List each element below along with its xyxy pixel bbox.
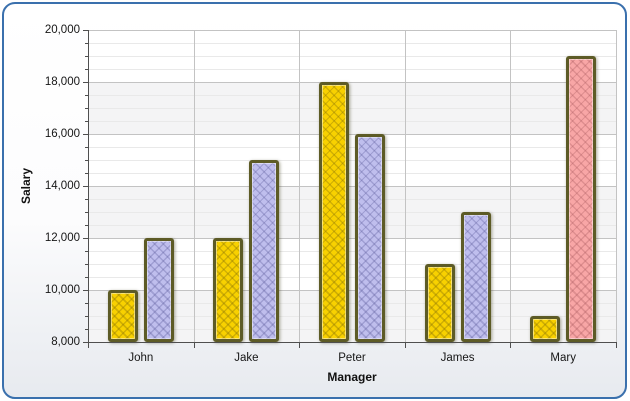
y-tick-label: 8,000	[51, 336, 80, 348]
bar-jake-s2[interactable]	[249, 160, 279, 342]
y-tick-label: 16,000	[44, 128, 80, 140]
y-minor-tick	[85, 56, 88, 57]
minor-gridline	[88, 108, 616, 109]
y-axis-line	[88, 30, 89, 343]
category-gridline	[193, 30, 195, 342]
y-minor-tick	[85, 329, 88, 330]
y-tick-label: 12,000	[44, 232, 80, 244]
category-label-james: James	[440, 352, 475, 364]
major-gridline	[88, 186, 616, 187]
y-minor-tick	[85, 264, 88, 265]
y-minor-tick	[85, 69, 88, 70]
bar-peter-s1[interactable]	[319, 82, 349, 342]
y-major-tick	[83, 290, 88, 291]
y-tick-label: 14,000	[44, 180, 80, 192]
x-tick	[88, 343, 89, 348]
x-tick	[510, 343, 512, 348]
category-gridline	[404, 30, 406, 342]
category-label-mary: Mary	[550, 352, 576, 364]
bar-james-s1[interactable]	[425, 264, 455, 342]
y-major-tick	[83, 30, 88, 31]
minor-gridline	[88, 43, 616, 44]
minor-gridline	[88, 121, 616, 122]
minor-gridline	[88, 303, 616, 304]
minor-gridline	[88, 264, 616, 265]
y-minor-tick	[85, 160, 88, 161]
minor-gridline	[88, 251, 616, 252]
bar-mary-s2[interactable]	[566, 56, 596, 342]
major-gridline	[88, 30, 616, 31]
major-gridline	[88, 134, 616, 135]
y-minor-tick	[85, 251, 88, 252]
minor-gridline	[88, 69, 616, 70]
y-minor-tick	[85, 173, 88, 174]
y-minor-tick	[85, 147, 88, 148]
y-tick-label: 20,000	[44, 24, 80, 36]
y-major-tick	[83, 186, 88, 187]
minor-gridline	[88, 199, 616, 200]
plot-area	[88, 30, 617, 342]
y-major-tick	[83, 238, 88, 239]
minor-gridline	[88, 212, 616, 213]
category-label-peter: Peter	[338, 352, 366, 364]
category-label-john: John	[128, 352, 154, 364]
minor-gridline	[88, 173, 616, 174]
y-minor-tick	[85, 108, 88, 109]
bar-jake-s1[interactable]	[213, 238, 243, 342]
bar-john-s2[interactable]	[144, 238, 174, 342]
bar-john-s1[interactable]	[108, 290, 138, 342]
bar-mary-s1[interactable]	[530, 316, 560, 342]
x-tick	[193, 343, 195, 348]
minor-gridline	[88, 147, 616, 148]
y-minor-tick	[85, 316, 88, 317]
y-major-tick	[83, 342, 88, 343]
bar-peter-s2[interactable]	[355, 134, 385, 342]
bar-james-s2[interactable]	[461, 212, 491, 342]
major-gridline	[88, 238, 616, 239]
minor-gridline	[88, 277, 616, 278]
minor-gridline	[88, 329, 616, 330]
y-minor-tick	[85, 212, 88, 213]
y-minor-tick	[85, 43, 88, 44]
major-gridline	[88, 82, 616, 83]
y-minor-tick	[85, 225, 88, 226]
y-minor-tick	[85, 199, 88, 200]
major-gridline	[88, 290, 616, 291]
y-minor-tick	[85, 277, 88, 278]
x-tick	[616, 343, 617, 348]
x-tick	[404, 343, 406, 348]
y-major-tick	[83, 134, 88, 135]
category-gridline	[299, 30, 301, 342]
minor-gridline	[88, 225, 616, 226]
minor-gridline	[88, 160, 616, 161]
minor-gridline	[88, 56, 616, 57]
category-gridline	[510, 30, 512, 342]
y-minor-tick	[85, 95, 88, 96]
y-major-tick	[83, 82, 88, 83]
x-axis-title: Manager	[327, 370, 377, 384]
y-minor-tick	[85, 303, 88, 304]
minor-gridline	[88, 95, 616, 96]
minor-gridline	[88, 316, 616, 317]
y-minor-tick	[85, 121, 88, 122]
y-tick-label: 10,000	[44, 284, 80, 296]
x-tick	[299, 343, 301, 348]
y-tick-label: 18,000	[44, 76, 80, 88]
x-axis-line	[88, 342, 617, 343]
category-label-jake: Jake	[234, 352, 259, 364]
